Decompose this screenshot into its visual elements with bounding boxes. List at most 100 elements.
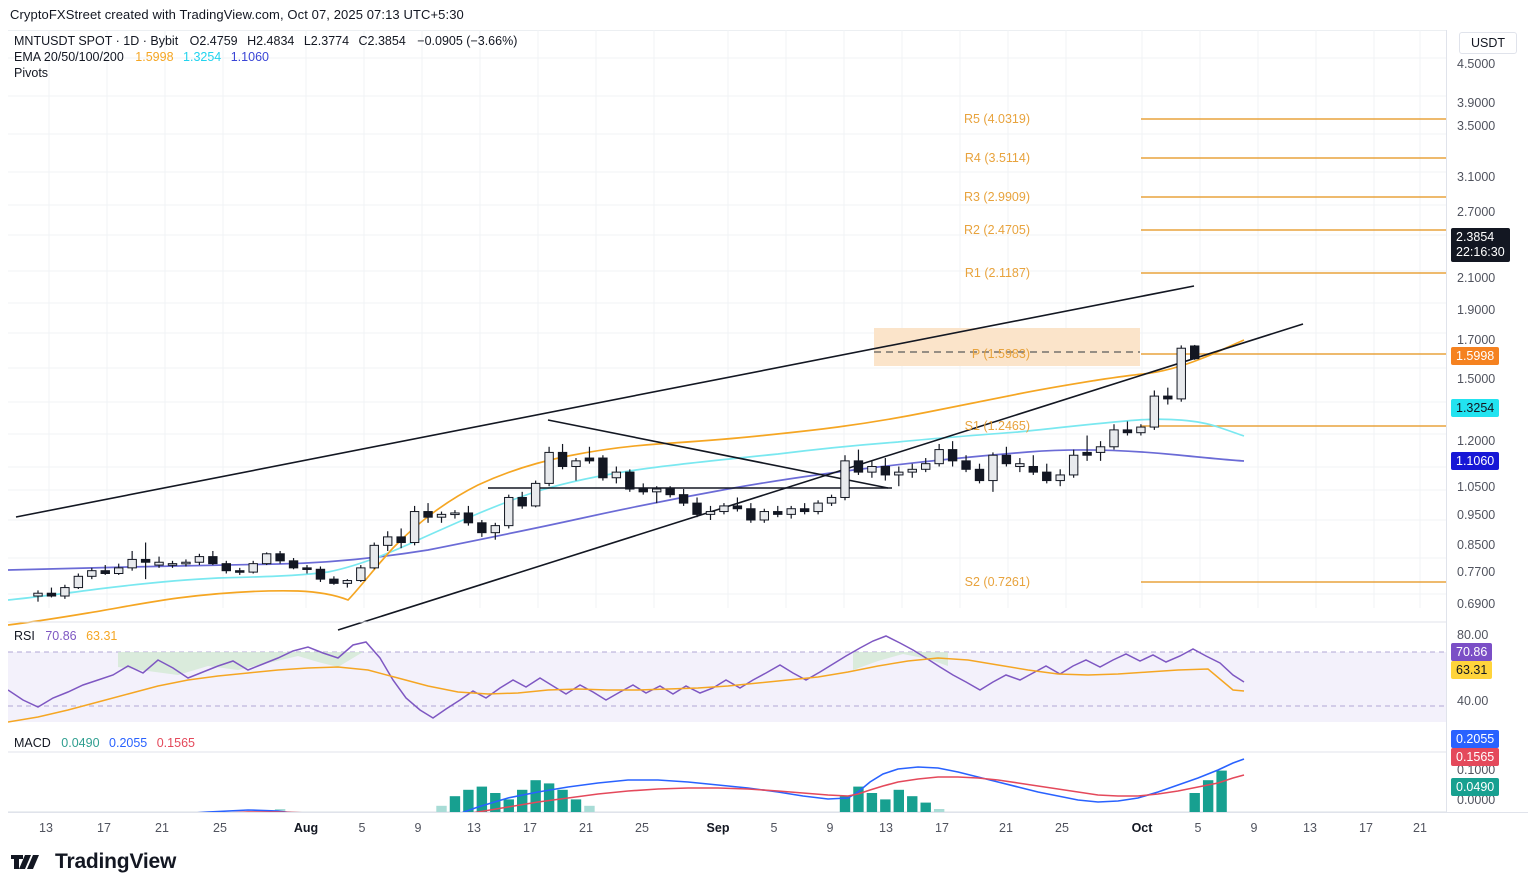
- macd-panel[interactable]: [8, 758, 1454, 812]
- macd-bar: [570, 799, 582, 812]
- candle: [1042, 463, 1052, 484]
- candle: [1095, 441, 1106, 461]
- legend-ema-row[interactable]: EMA 20/50/100/200 1.5998 1.3254 1.1060: [14, 49, 517, 65]
- currency-badge[interactable]: USDT: [1459, 32, 1517, 54]
- macd-bar: [463, 789, 474, 812]
- macd-bar: [517, 789, 528, 812]
- triangle-upper-line: [547, 419, 889, 489]
- brand-name: TradingView: [55, 850, 177, 873]
- macd-bar: [866, 793, 878, 812]
- candle: [275, 550, 285, 564]
- time-label: 9: [1250, 821, 1258, 835]
- last-price-tag: 2.3854 22:16:30: [1451, 228, 1510, 262]
- currency-label: USDT: [1470, 36, 1506, 50]
- price-tick: 1.5000: [1457, 372, 1496, 386]
- macd-bar: [1202, 780, 1214, 812]
- candle: [261, 552, 272, 566]
- time-label: 5: [358, 821, 366, 835]
- legend-interval[interactable]: 1D: [123, 34, 140, 48]
- candle: [813, 500, 823, 515]
- macd-tag-0: 0.2055: [1451, 730, 1500, 748]
- candle: [759, 508, 769, 523]
- candle: [692, 497, 702, 518]
- time-label: 13: [39, 821, 53, 835]
- macd-bar: [476, 786, 488, 812]
- vertical-gridlines: [48, 30, 1421, 608]
- candle: [732, 497, 743, 512]
- pivot-label-s1: S1 (1.2465): [964, 419, 1030, 433]
- footer: TradingView: [10, 850, 176, 874]
- rsi-line: [8, 635, 1245, 719]
- candle: [342, 579, 353, 588]
- candle: [1068, 449, 1079, 478]
- macd-legend-macd-value: 0.2055: [109, 736, 148, 750]
- macd-legend[interactable]: MACD 0.0490 0.2055 0.1565: [14, 736, 195, 750]
- candle: [1190, 344, 1200, 360]
- attribution-text: CryptoFXStreet created with TradingView.…: [10, 7, 464, 22]
- macd-bar: [543, 783, 555, 812]
- candle: [33, 590, 43, 602]
- candle: [652, 486, 662, 504]
- time-axis[interactable]: 13 17 21 25 Aug 5 9 13 17 21 25 Sep 5 9 13 17 21 25 Oct 5 9 1…: [8, 812, 1528, 844]
- candle: [396, 528, 406, 549]
- time-label: 13: [467, 821, 481, 835]
- candle: [248, 560, 258, 574]
- candle: [611, 466, 622, 484]
- candle: [288, 558, 299, 570]
- macd-bar: [1216, 770, 1227, 812]
- rsi-legend-title: RSI: [14, 629, 35, 643]
- candle: [73, 573, 84, 589]
- price-tick: 0.7700: [1457, 565, 1496, 579]
- candle: [530, 480, 541, 508]
- macd-bar: [839, 796, 851, 812]
- candle: [517, 491, 527, 509]
- legend-symbol[interactable]: MNTUSDT SPOT: [14, 34, 113, 48]
- price-tick: 2.7000: [1457, 205, 1496, 219]
- legend-exchange: Bybit: [150, 34, 179, 48]
- time-label: 13: [879, 821, 893, 835]
- candle: [974, 463, 985, 484]
- rsi-tag-value: 70.86: [1451, 643, 1493, 661]
- price-tick: 0.8500: [1457, 538, 1496, 552]
- candle: [1149, 390, 1160, 430]
- macd-tick: 0.0000: [1457, 793, 1496, 807]
- trendline-drawings[interactable]: [15, 285, 1304, 631]
- legend-ema100-value: 1.1060: [230, 50, 269, 64]
- price-axis[interactable]: USDT 4.5000 3.9000 3.5000 3.1000 2.7000 2.100…: [1446, 30, 1528, 812]
- candle: [1163, 387, 1173, 405]
- pivot-label-r1: R1 (2.1187): [964, 266, 1030, 280]
- candle: [315, 566, 326, 582]
- legend-close: C2.3854: [358, 34, 406, 48]
- legend-symbol-row[interactable]: MNTUSDT SPOT · 1D · Bybit O2.4759 H2.483…: [14, 34, 518, 48]
- macd-bar: [920, 802, 931, 812]
- candle: [1055, 469, 1065, 487]
- time-label: 5: [770, 821, 778, 835]
- price-tick: 3.9000: [1457, 96, 1496, 110]
- candle: [934, 443, 944, 467]
- macd-bar: [907, 796, 918, 812]
- candle: [1122, 421, 1133, 436]
- rsi-fill-area: [118, 652, 363, 675]
- candle: [907, 463, 917, 478]
- rsi-tick: 80.00: [1457, 628, 1489, 642]
- candle: [60, 584, 70, 599]
- candle: [799, 503, 810, 515]
- candlestick-series[interactable]: [33, 344, 1200, 602]
- time-label: 17: [97, 821, 111, 835]
- legend-pivots-row[interactable]: Pivots: [14, 65, 517, 81]
- time-label: 21: [155, 821, 169, 835]
- time-label: 25: [635, 821, 649, 835]
- candle: [436, 511, 447, 523]
- candle: [1082, 435, 1092, 461]
- price-tick: 0.6900: [1457, 597, 1496, 611]
- price-plot-area[interactable]: R5 (4.0319) R4 (3.5114) R3 (2.9909) R2 (2.4…: [8, 30, 1454, 812]
- time-label: 21: [1413, 821, 1427, 835]
- legend-ema-title: EMA 20/50/100/200: [14, 50, 124, 64]
- rsi-legend[interactable]: RSI 70.86 63.31: [14, 629, 117, 643]
- candle: [463, 505, 474, 526]
- candle: [880, 458, 891, 481]
- channel-lower-line: [337, 323, 1304, 631]
- legend-high: H2.4834: [247, 34, 295, 48]
- pivot-label-p: P (1.5983): [971, 347, 1030, 361]
- rsi-panel[interactable]: [8, 635, 1454, 723]
